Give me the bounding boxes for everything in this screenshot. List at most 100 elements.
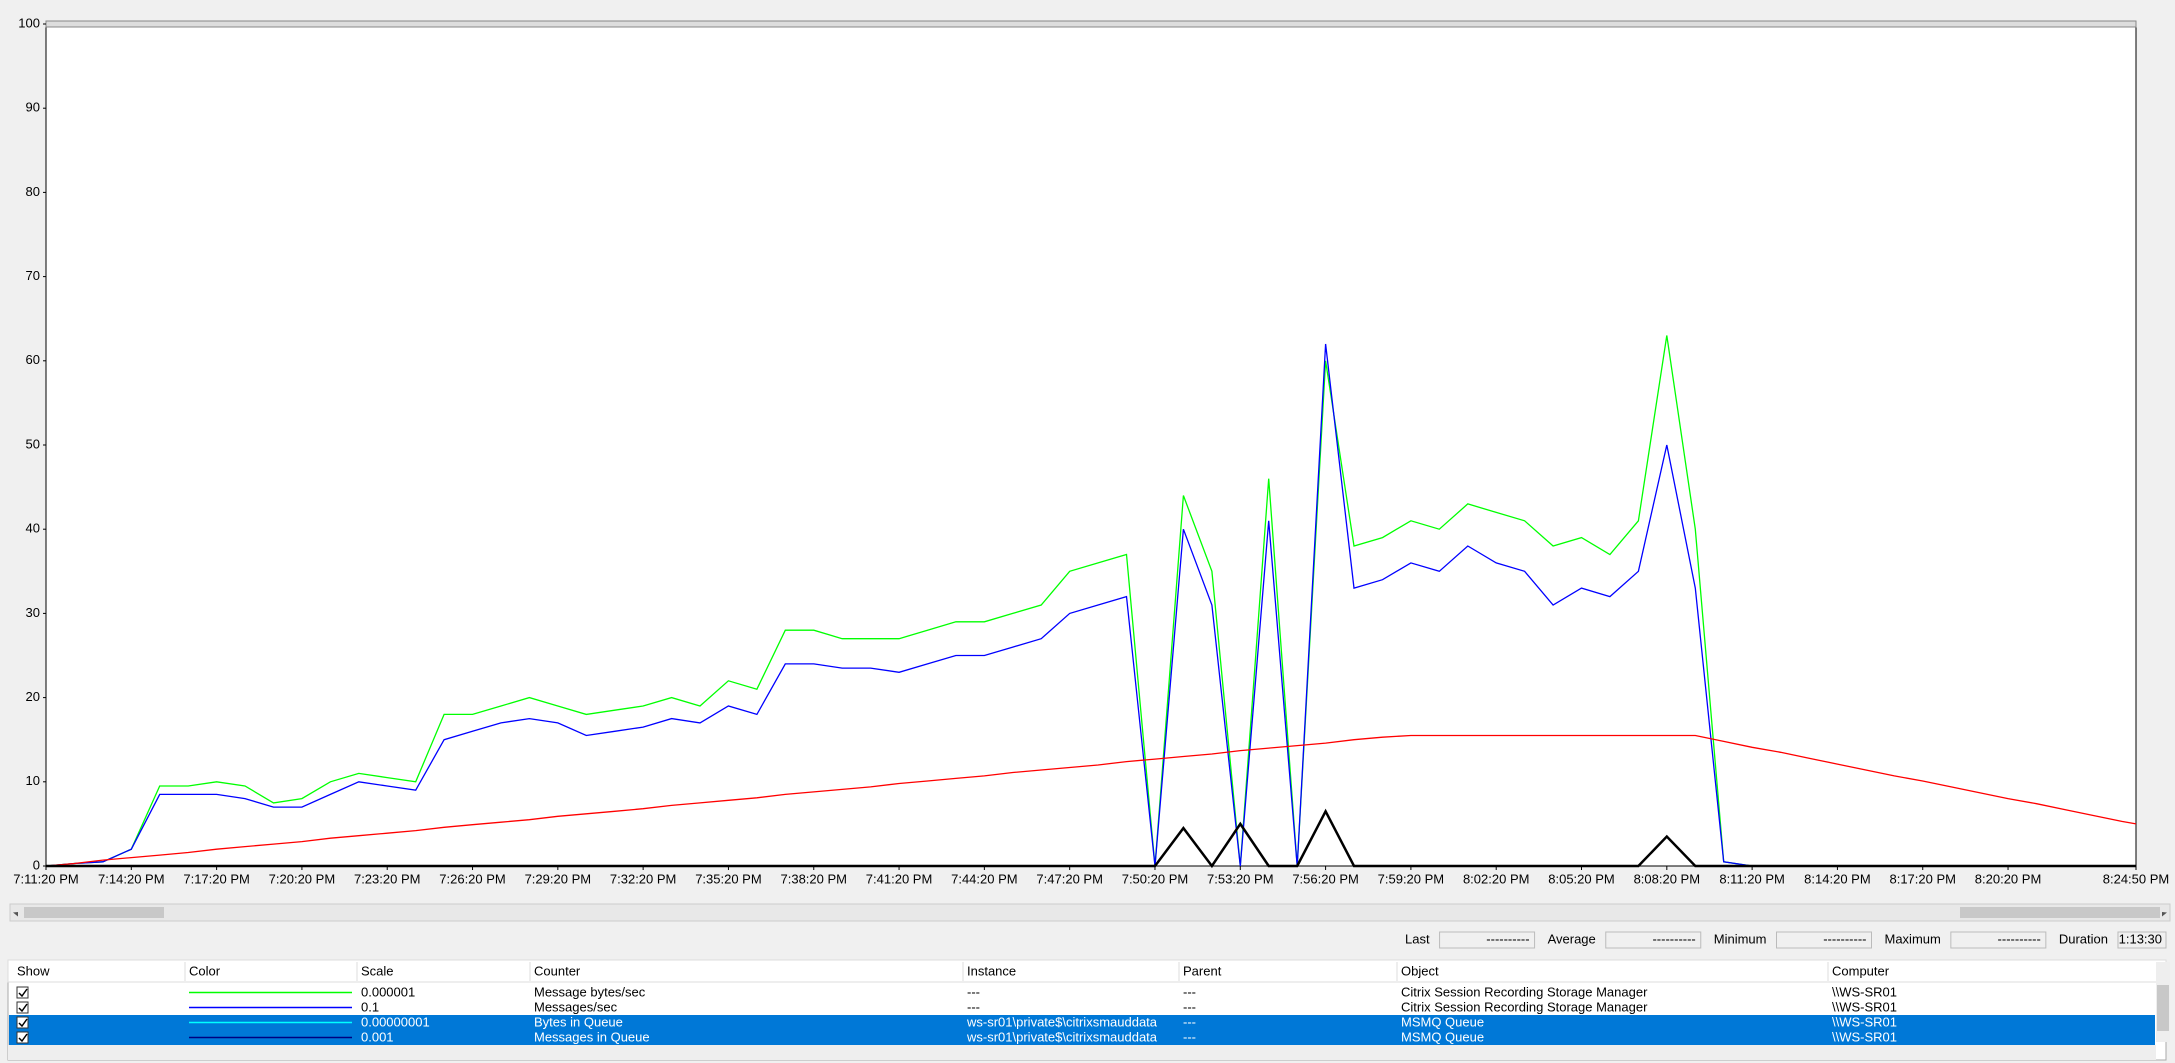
cell-counter: Message bytes/sec <box>534 984 646 999</box>
x-tick-label: 8:05:20 PM <box>1548 871 1615 886</box>
stat-value: ---------- <box>1998 931 2041 946</box>
stat-value: ---------- <box>1652 931 1695 946</box>
stat-label: Average <box>1548 931 1596 946</box>
scroll-thumb-left[interactable] <box>24 907 164 918</box>
hatch-strip <box>45 20 2137 28</box>
cell-object: Citrix Session Recording Storage Manager <box>1401 999 1648 1014</box>
x-tick-label: 7:11:20 PM <box>13 871 79 886</box>
x-tick-label: 7:47:20 PM <box>1036 871 1103 886</box>
cell-computer: \\WS-SR01 <box>1832 1029 1897 1044</box>
cell-parent: --- <box>1183 1029 1196 1044</box>
x-tick-label: 8:11:20 PM <box>1719 871 1785 886</box>
cell-object: MSMQ Queue <box>1401 1029 1484 1044</box>
x-tick-label: 7:59:20 PM <box>1378 871 1445 886</box>
cell-parent: --- <box>1183 999 1196 1014</box>
stat-label: Duration <box>2059 931 2108 946</box>
x-tick-label: 8:02:20 PM <box>1463 871 1530 886</box>
y-tick-label: 10 <box>26 773 40 788</box>
cell-object: Citrix Session Recording Storage Manager <box>1401 984 1648 999</box>
scroll-thumb-right[interactable] <box>1960 907 2160 918</box>
cell-computer: \\WS-SR01 <box>1832 999 1897 1014</box>
checkmark <box>18 1018 28 1028</box>
column-header: Show <box>17 963 50 978</box>
stat-label: Last <box>1405 931 1430 946</box>
x-tick-label: 8:08:20 PM <box>1634 871 1701 886</box>
x-tick-label: 7:44:20 PM <box>951 871 1018 886</box>
checkbox[interactable] <box>16 1031 29 1044</box>
column-header: Computer <box>1832 963 1890 978</box>
cell-scale: 0.00000001 <box>361 1014 430 1029</box>
x-tick-label: 7:41:20 PM <box>866 871 933 886</box>
stat-box <box>1605 931 1702 949</box>
x-tick-label: 7:26:20 PM <box>439 871 506 886</box>
v-scroll-thumb[interactable] <box>2157 985 2169 1031</box>
x-tick-label: 7:32:20 PM <box>610 871 677 886</box>
x-tick-label: 7:35:20 PM <box>695 871 762 886</box>
x-tick-label: 7:14:20 PM <box>98 871 165 886</box>
y-tick-label: 30 <box>26 605 40 620</box>
cell-counter: Messages/sec <box>534 999 618 1014</box>
cell-parent: --- <box>1183 984 1196 999</box>
checkbox[interactable] <box>16 1016 29 1029</box>
y-tick-label: 100 <box>18 15 40 30</box>
column-header: Counter <box>534 963 581 978</box>
checkbox[interactable] <box>16 1001 29 1014</box>
column-header: Color <box>189 963 221 978</box>
y-tick-label: 80 <box>26 184 40 199</box>
y-tick-label: 40 <box>26 521 40 536</box>
stats-bar: Last ---------- Average ---------- Minimum --… <box>1405 931 2167 949</box>
stat-box <box>1950 931 2047 949</box>
series-line <box>45 734 2137 867</box>
stat-value: ---------- <box>1486 931 1529 946</box>
x-tick-label: 8:20:20 PM <box>1975 871 2042 886</box>
cell-scale: 0.000001 <box>361 984 415 999</box>
stat-label: Maximum <box>1885 931 1941 946</box>
cell-object: MSMQ Queue <box>1401 1014 1484 1029</box>
cell-instance: ws-sr01\private$\citrixsmauddata <box>966 1014 1158 1029</box>
table-h-scrollbar[interactable] <box>8 1045 2156 1060</box>
x-tick-label: 7:38:20 PM <box>781 871 848 886</box>
checkbox[interactable] <box>16 986 29 999</box>
stat-label: Minimum <box>1714 931 1767 946</box>
column-header: Instance <box>967 963 1016 978</box>
row-highlight <box>9 1015 2155 1030</box>
column-header: Object <box>1401 963 1439 978</box>
cell-instance: --- <box>967 999 980 1014</box>
cell-computer: \\WS-SR01 <box>1832 984 1897 999</box>
y-tick-label: 90 <box>26 100 40 115</box>
y-tick-label: 60 <box>26 352 40 367</box>
x-tick-label: 7:23:20 PM <box>354 871 421 886</box>
cell-instance: ws-sr01\private$\citrixsmauddata <box>966 1029 1158 1044</box>
x-tick-label: 7:20:20 PM <box>269 871 336 886</box>
checkmark <box>18 1033 28 1043</box>
cell-computer: \\WS-SR01 <box>1832 1014 1897 1029</box>
x-tick-label: 7:29:20 PM <box>525 871 592 886</box>
stat-value: ---------- <box>1823 931 1866 946</box>
checkmark <box>18 988 28 998</box>
cell-counter: Bytes in Queue <box>534 1014 623 1029</box>
h-scrollbar[interactable] <box>9 903 2171 922</box>
stat-box <box>2117 931 2167 949</box>
x-tick-label: 7:50:20 PM <box>1122 871 1189 886</box>
y-tick-label: 70 <box>26 268 40 283</box>
row-highlight <box>9 1030 2155 1045</box>
column-header: Scale <box>361 963 394 978</box>
x-tick-label: 7:17:20 PM <box>183 871 250 886</box>
cell-parent: --- <box>1183 1014 1196 1029</box>
plot-area <box>45 21 2137 867</box>
cell-scale: 0.001 <box>361 1029 394 1044</box>
table-body: Show Color Scale Counter Instance Parent Objec… <box>9 962 2155 1045</box>
y-tick-label: 20 <box>26 689 40 704</box>
y-tick-label: 50 <box>26 436 40 451</box>
y-tick-label: 0 <box>33 857 40 872</box>
stat-value: 1:13:30 <box>2119 931 2162 946</box>
x-tick-label: 8:24:50 PM <box>2103 871 2170 886</box>
x-tick-label: 7:53:20 PM <box>1207 871 1274 886</box>
stat-box <box>1776 931 1872 949</box>
cell-counter: Messages in Queue <box>534 1029 650 1044</box>
x-tick-label: 8:14:20 PM <box>1804 871 1871 886</box>
series-line <box>46 808 2136 869</box>
column-header: Parent <box>1183 963 1222 978</box>
